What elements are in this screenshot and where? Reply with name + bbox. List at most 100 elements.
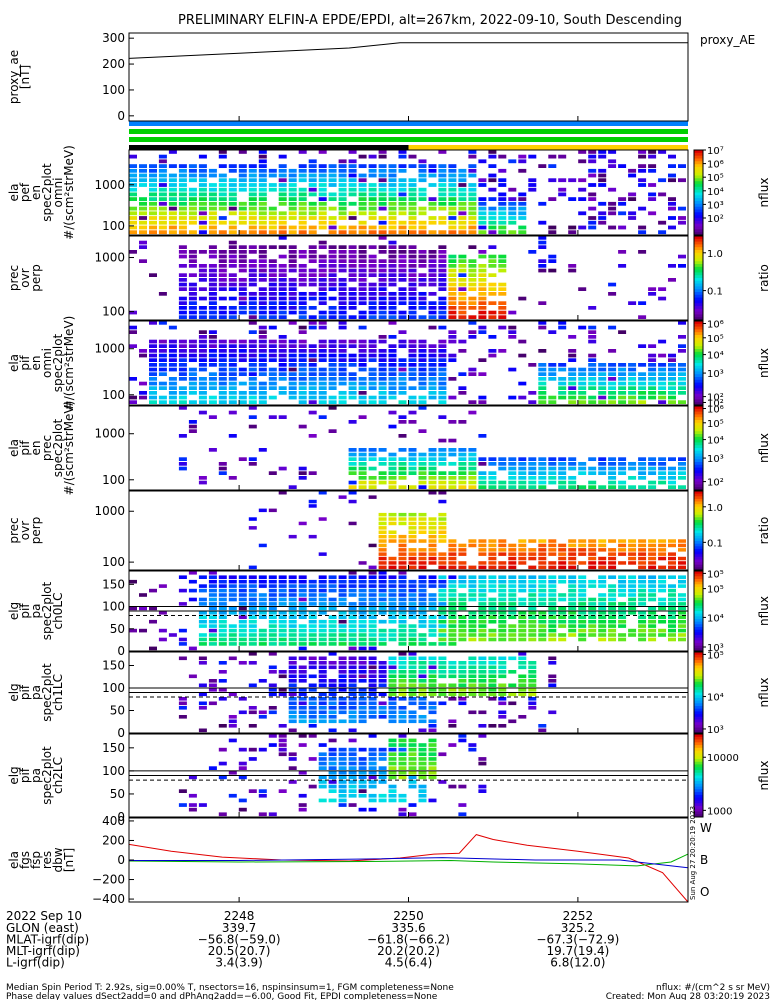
heatmap-cell — [298, 793, 307, 798]
heatmap-cell — [248, 584, 257, 588]
heatmap-cell — [628, 548, 637, 552]
heatmap-cell — [388, 633, 397, 637]
heatmap-cell — [478, 278, 487, 282]
heatmap-cell — [298, 692, 307, 697]
figure-title: PRELIMINARY ELFIN-A EPDE/EPDI, alt=267km… — [178, 13, 682, 28]
heatmap-cell — [358, 296, 367, 301]
heatmap-cell — [149, 183, 157, 187]
heatmap-cell — [418, 670, 427, 674]
heatmap-cell — [348, 306, 357, 310]
heatmap-cell — [408, 780, 417, 784]
heatmap-cell — [518, 688, 527, 692]
heatmap-cell — [638, 225, 647, 230]
heatmap-cell — [308, 410, 317, 415]
heatmap-cell — [468, 278, 477, 282]
heatmap-cell — [368, 734, 377, 738]
heatmap-cell — [228, 315, 237, 319]
heatmap-cell — [238, 211, 247, 216]
heatmap-cell — [648, 593, 657, 597]
heatmap-cell — [268, 812, 277, 817]
heatmap-cell — [418, 556, 427, 561]
colorbar-step — [694, 453, 703, 457]
heatmap-cell — [548, 480, 557, 485]
heatmap-cell — [428, 325, 437, 330]
heatmap-cell — [348, 803, 357, 807]
heatmap-cell — [318, 321, 327, 325]
heatmap-cell — [358, 225, 367, 230]
heatmap-cell — [388, 457, 397, 461]
heatmap-cell — [188, 192, 197, 197]
heatmap-cell — [498, 178, 507, 183]
heatmap-cell — [378, 588, 387, 593]
heatmap-cell — [368, 784, 377, 789]
heatmap-cell — [498, 624, 507, 628]
heatmap-cell — [578, 485, 587, 489]
heatmap-cell — [358, 719, 367, 724]
heatmap-cell — [228, 344, 237, 348]
heatmap-cell — [129, 216, 137, 220]
heatmap-cell — [438, 575, 447, 579]
heatmap-cell — [508, 457, 517, 461]
heatmap-cell — [278, 282, 287, 287]
heatmap-cell — [488, 225, 497, 230]
heatmap-cell — [648, 633, 657, 637]
heatmap-cell — [428, 766, 437, 770]
heatmap-cell — [508, 656, 517, 661]
heatmap-cell — [628, 197, 637, 201]
heatmap-cell — [378, 377, 387, 381]
heatmap-cell — [129, 173, 137, 178]
heatmap-cell — [438, 353, 447, 358]
heatmap-cell — [428, 448, 437, 452]
heatmap-cell — [408, 457, 417, 461]
heatmap-cell — [228, 410, 237, 415]
heatmap-cell — [318, 692, 327, 697]
heatmap-cell — [488, 173, 497, 178]
heatmap-cell — [348, 250, 357, 254]
heatmap-cell — [338, 656, 347, 661]
heatmap-cell — [308, 344, 317, 348]
heatmap-cell — [228, 273, 237, 277]
colorbar-step — [694, 428, 703, 432]
heatmap-cell — [398, 264, 407, 268]
heatmap-cell — [288, 683, 297, 688]
colorbar-label: nflux — [757, 178, 771, 208]
heatmap-cell — [368, 315, 377, 319]
colorbar-tick-label: 10² — [707, 398, 724, 409]
colorbar-step — [694, 637, 703, 641]
heatmap-cell — [658, 466, 667, 471]
heatmap-cell — [428, 521, 437, 526]
heatmap-cell — [208, 344, 217, 348]
heatmap-cell — [298, 187, 307, 192]
heatmap-cell — [388, 637, 397, 642]
heatmap-cell — [598, 462, 607, 466]
heatmap-cell — [608, 485, 617, 489]
heatmap-cell — [258, 225, 267, 230]
heatmap-cell — [508, 159, 517, 164]
heatmap-cell — [129, 377, 137, 381]
heatmap-cell — [318, 211, 327, 216]
heatmap-cell — [498, 211, 507, 216]
heatmap-cell — [608, 325, 617, 330]
heatmap-cell — [598, 168, 607, 173]
heatmap-cell — [488, 254, 497, 259]
heatmap-cell — [628, 543, 637, 548]
heatmap-cell — [438, 665, 447, 670]
heatmap-cell — [358, 310, 367, 315]
heatmap-cell — [668, 543, 676, 548]
heatmap-cell — [568, 197, 577, 201]
heatmap-cell — [448, 588, 457, 593]
heatmap-cell — [418, 661, 427, 665]
heatmap-cell — [468, 192, 477, 197]
heatmap-cell — [248, 615, 257, 619]
heatmap-cell — [208, 400, 217, 404]
heatmap-cell — [418, 588, 427, 593]
heatmap-cell — [218, 372, 227, 376]
heatmap-cell — [588, 335, 597, 339]
heatmap-cell — [228, 575, 237, 579]
heatmap-cell — [358, 624, 367, 628]
heatmap-cell — [328, 710, 337, 715]
heatmap-cell — [478, 561, 487, 565]
heatmap-cell — [129, 178, 137, 183]
heatmap-cell — [368, 807, 377, 812]
heatmap-cell — [498, 661, 507, 665]
